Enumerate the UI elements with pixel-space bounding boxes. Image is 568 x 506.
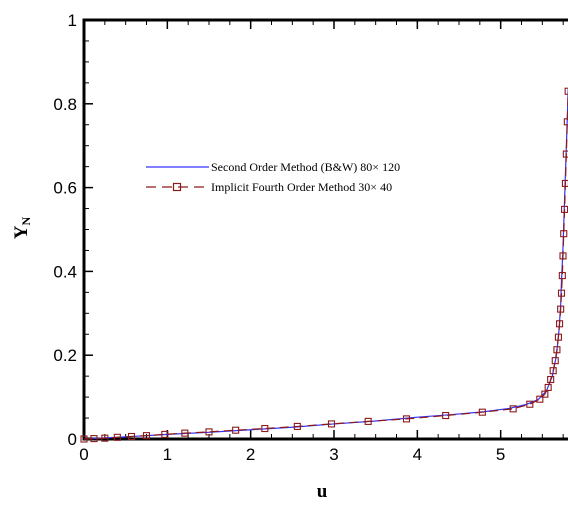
x-tick-label: 3 <box>329 445 338 464</box>
y-tick-label: 0 <box>68 430 77 449</box>
data-point-series-1 <box>554 333 562 341</box>
legend: Second Order Method (B&W) 80× 120 Implic… <box>146 160 400 194</box>
data-point-series-1 <box>113 433 121 441</box>
data-point-series-1 <box>478 408 486 416</box>
data-point-series-1 <box>562 150 568 158</box>
data-point-series-1 <box>101 434 109 442</box>
series-layer <box>80 87 568 443</box>
data-point-series-1 <box>161 430 169 438</box>
svg-text:YN: YN <box>11 216 33 239</box>
data-point-series-1 <box>442 411 450 420</box>
series-line-0 <box>83 89 568 440</box>
data-point-series-1 <box>561 179 568 187</box>
data-point-series-1 <box>563 118 568 126</box>
x-tick-label: 4 <box>413 445 422 464</box>
data-point-series-1 <box>232 426 240 434</box>
y-axis-title-subscript: N <box>19 216 33 225</box>
data-point-series-1 <box>127 432 136 441</box>
data-point-series-1 <box>181 429 189 437</box>
data-point-series-1 <box>80 435 88 443</box>
y-axis-title: Y <box>11 225 32 239</box>
y-axis-title-group: YN <box>11 216 33 239</box>
data-point-series-1 <box>559 252 567 260</box>
data-point-series-1 <box>544 383 552 392</box>
x-tick-label: 1 <box>163 445 172 464</box>
x-tick-labels: 0123456 <box>79 445 505 464</box>
data-point-series-1 <box>557 289 566 297</box>
data-point-series-1 <box>556 320 564 328</box>
x-axis-title: u <box>317 481 328 502</box>
data-point-series-1 <box>526 400 534 408</box>
legend-label-series-0: Second Order Method (B&W) 80× 120 <box>211 160 400 174</box>
data-point-series-1 <box>536 395 544 403</box>
data-point-series-1 <box>205 428 213 436</box>
data-point-series-1 <box>509 405 517 413</box>
data-point-series-1 <box>553 346 561 354</box>
data-point-series-1 <box>293 422 301 430</box>
data-point-series-1 <box>364 417 372 425</box>
data-point-series-1 <box>547 375 555 384</box>
x-tick-label: 5 <box>496 445 505 464</box>
data-point-series-1 <box>541 390 549 398</box>
data-point-series-1 <box>560 230 568 238</box>
data-point-series-1 <box>557 305 565 313</box>
y-tick-labels: 0 0.2 0.4 0.6 0.8 1 <box>53 11 77 449</box>
legend-marker-series-1 <box>172 182 182 192</box>
data-point-series-1 <box>564 87 568 95</box>
data-point-series-1 <box>327 420 336 428</box>
x-tick-label: 2 <box>246 445 255 464</box>
y-tick-label: 0.6 <box>53 179 77 198</box>
y-tick-label: 0.4 <box>53 262 77 281</box>
data-point-series-1 <box>551 357 559 365</box>
y-tick-label: 1 <box>68 11 77 30</box>
data-point-series-1 <box>402 415 411 423</box>
series-line-1 <box>83 91 568 440</box>
data-point-series-1 <box>558 272 566 280</box>
data-point-series-1 <box>142 432 151 440</box>
major-ticks <box>83 19 502 440</box>
x-tick-label: 0 <box>79 445 88 464</box>
plot-frame <box>82 18 568 441</box>
data-point-series-1 <box>261 424 269 433</box>
y-tick-label: 0.2 <box>53 346 77 365</box>
minor-ticks <box>84 20 564 439</box>
y-tick-label: 0.8 <box>53 95 77 114</box>
data-point-series-1 <box>549 367 557 375</box>
data-point-series-1 <box>90 435 98 443</box>
legend-label-series-1: Implicit Fourth Order Method 30× 40 <box>211 180 392 194</box>
